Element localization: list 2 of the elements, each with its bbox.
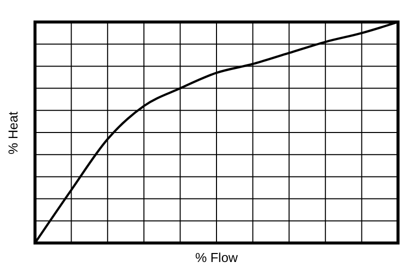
y-axis-title: % Heat (5, 110, 21, 156)
x-axis-title: % Flow (194, 250, 239, 265)
